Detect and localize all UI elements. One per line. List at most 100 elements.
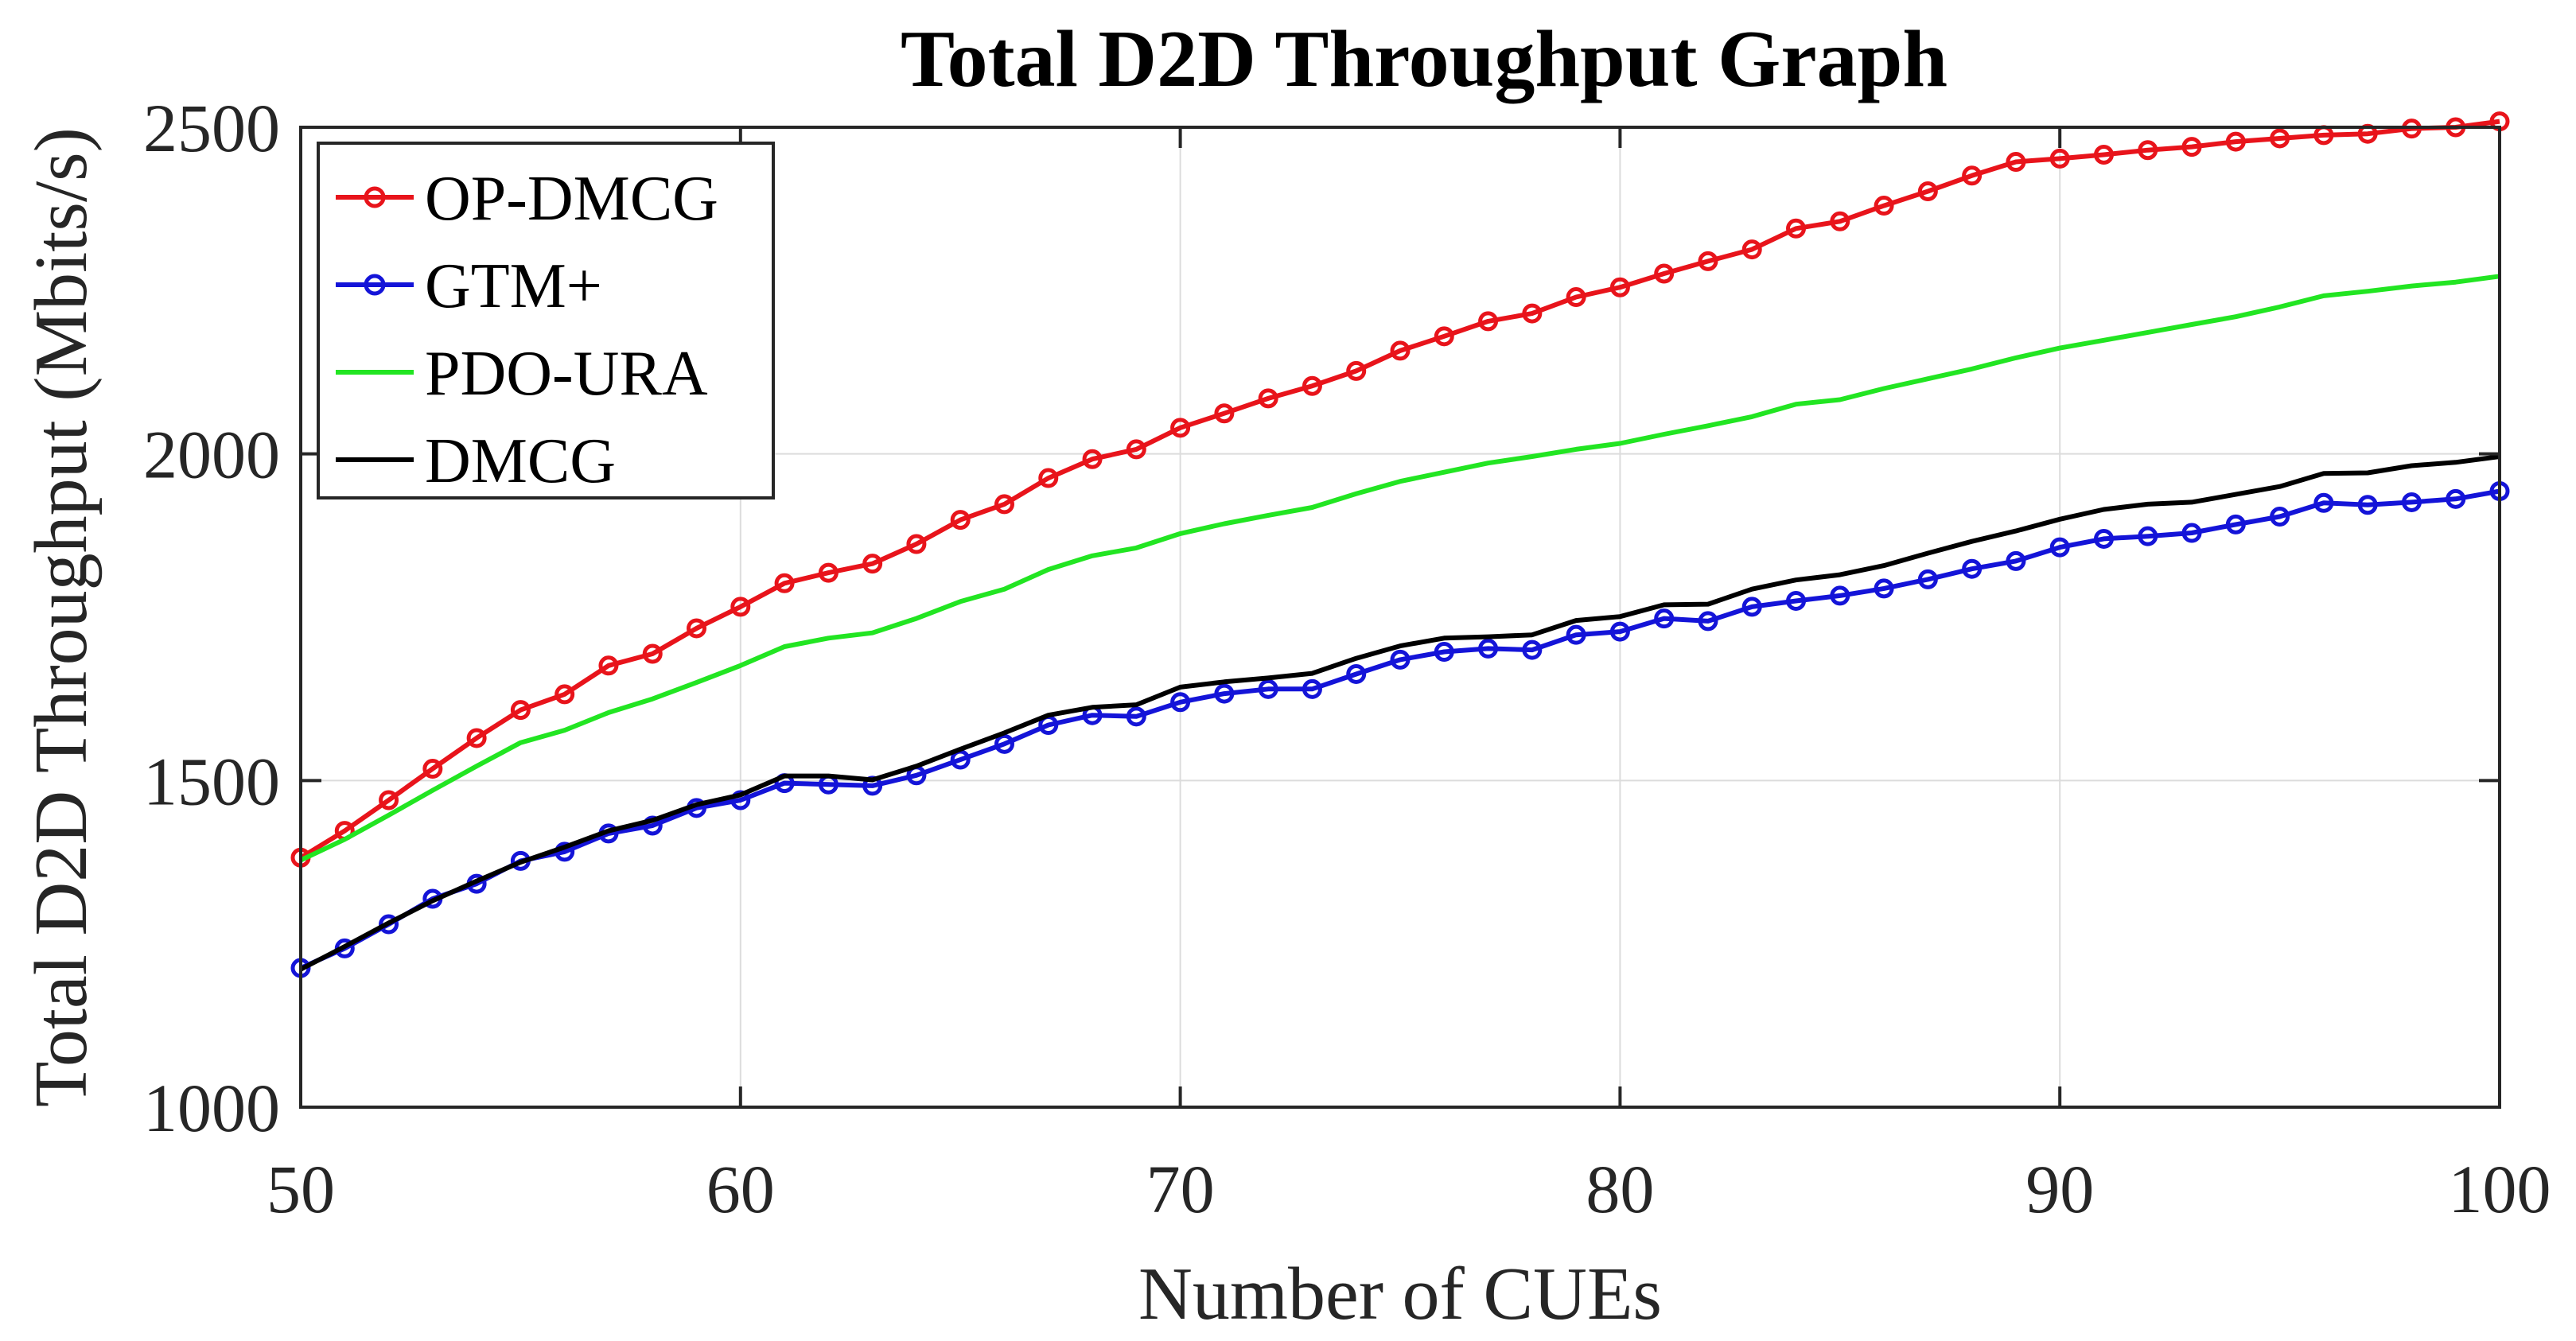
data-point-op-dmcg [1874,196,1894,216]
data-point-op-dmcg [1082,449,1103,469]
series-gtm [290,480,2510,978]
data-point-gtm [1346,663,1367,684]
x-tick-label: 80 [1586,1151,1654,1227]
data-point-op-dmcg [2049,148,2070,169]
data-point-op-dmcg [642,643,663,664]
data-point-gtm [2049,537,2070,558]
data-point-gtm [642,815,663,836]
series-line-pdo-ura [299,274,2500,863]
data-point-gtm [1917,569,1938,589]
axes-box [299,126,2501,1109]
data-point-op-dmcg [2138,140,2158,161]
data-point-gtm [1390,649,1411,670]
data-point-gtm [2138,526,2158,546]
legend-item-pdo-ura: PDO-URA [336,339,708,409]
legend-item-dmcg: DMCG [336,426,616,496]
data-point-op-dmcg [1830,211,1850,231]
data-point-gtm [2401,492,2422,512]
data-point-op-dmcg [598,655,619,676]
data-point-gtm [1566,624,1586,645]
data-point-op-dmcg [1786,218,1807,239]
data-point-gtm [1478,638,1499,659]
data-point-op-dmcg [1390,340,1411,361]
data-point-op-dmcg [1654,263,1675,284]
data-point-gtm [2006,550,2026,571]
ticks [299,126,2501,1109]
data-point-op-dmcg [510,700,531,721]
data-point-op-dmcg [379,790,399,810]
data-point-gtm [1126,706,1146,727]
y-tick-label: 2000 [143,417,280,493]
tick-labels: 50 60 70 80 90 100 1000 1500 2000 2500 [143,90,2551,1227]
series-line-op-dmcg [299,119,2500,860]
x-tick-label: 60 [706,1151,775,1227]
y-tick-label: 1000 [143,1070,280,1146]
data-point-gtm [1214,683,1235,704]
series-line-dmcg [299,454,2500,972]
x-tick-label: 100 [2449,1151,2551,1227]
x-tick-label: 90 [2025,1151,2094,1227]
data-point-op-dmcg [1698,251,1718,271]
x-tick-label: 70 [1146,1151,1215,1227]
data-point-op-dmcg [2093,144,2114,165]
data-point-gtm [2313,492,2334,513]
data-point-gtm [2357,495,2378,515]
data-point-op-dmcg [2270,128,2290,149]
legend-label-op-dmcg: OP-DMCG [425,164,718,234]
data-point-gtm [1170,692,1191,713]
data-point-op-dmcg [2225,131,2246,152]
data-point-op-dmcg [862,554,883,574]
data-point-gtm [1786,590,1807,611]
data-point-gtm [2225,514,2246,534]
data-point-op-dmcg [1566,287,1586,308]
data-point-gtm [1741,597,1762,617]
legend-item-gtm: GTM+ [336,251,602,321]
series-dmcg [299,454,2500,972]
data-point-gtm [2181,523,2202,543]
data-point-gtm [994,733,1014,754]
data-point-gtm [2093,528,2114,549]
data-point-gtm [1302,678,1322,699]
series-pdo-ura [299,274,2500,863]
data-point-op-dmcg [774,573,795,593]
data-point-gtm [379,914,399,935]
data-point-gtm [2270,507,2290,527]
data-point-op-dmcg [1302,375,1322,396]
data-point-gtm [1609,621,1630,642]
data-point-gtm [1522,639,1543,660]
data-point-gtm [1654,608,1675,629]
data-point-op-dmcg [1126,439,1146,460]
data-point-op-dmcg [994,494,1014,515]
data-point-op-dmcg [906,534,927,554]
data-point-op-dmcg [1214,403,1235,424]
legend: OP-DMCG GTM+ PDO-URA DMCG [317,142,775,499]
data-point-op-dmcg [1434,326,1454,347]
data-point-gtm [1698,611,1718,632]
data-point-gtm [730,790,751,810]
data-point-gtm [2446,488,2466,509]
data-point-op-dmcg [1522,303,1543,324]
data-point-gtm [1434,642,1454,663]
data-point-op-dmcg [1346,360,1367,381]
data-point-op-dmcg [1258,388,1278,409]
legend-label-dmcg: DMCG [425,426,616,496]
data-point-op-dmcg [1038,468,1059,488]
y-tick-label: 1500 [143,743,280,819]
data-point-gtm [1874,578,1894,599]
x-axis-label: Number of CUEs [1138,1253,1662,1335]
legend-box [317,142,775,499]
legend-label-gtm: GTM+ [425,251,602,321]
legend-marker-op-dmcg [364,186,386,208]
data-point-op-dmcg [2181,137,2202,157]
legend-marker-gtm [364,274,386,296]
data-point-op-dmcg [1917,181,1938,201]
x-tick-label: 50 [267,1151,335,1227]
data-point-op-dmcg [1478,311,1499,332]
data-point-gtm [1258,678,1278,699]
data-point-op-dmcg [1962,165,1983,186]
data-point-op-dmcg [730,597,751,617]
data-point-op-dmcg [1609,277,1630,297]
series-line-gtm [299,488,2500,970]
data-point-op-dmcg [950,510,971,531]
